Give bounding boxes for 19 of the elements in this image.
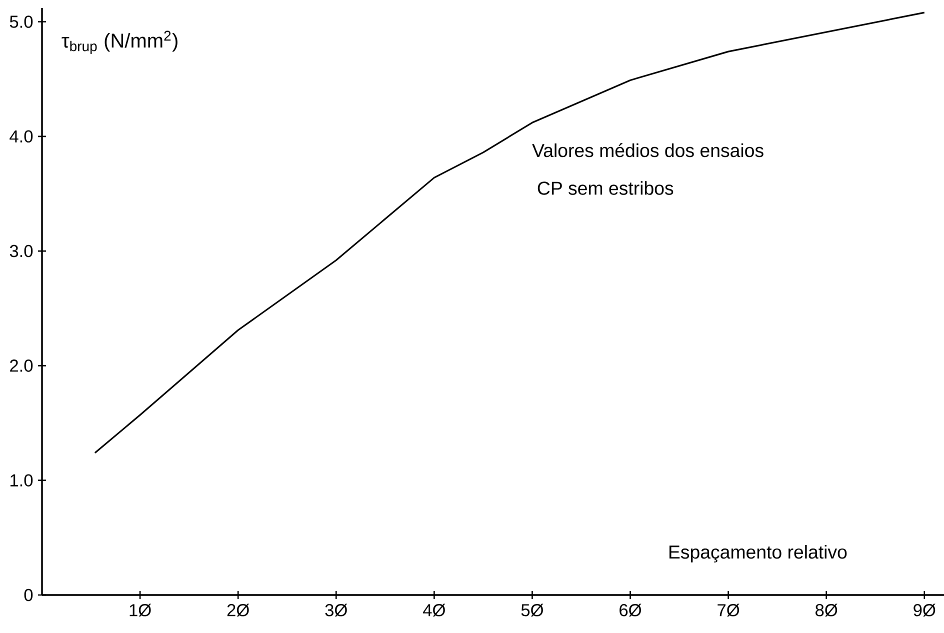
- x-tick-label: 7Ø: [718, 604, 740, 617]
- y-tick-label: 0: [24, 588, 33, 602]
- x-tick-label: 8Ø: [816, 604, 838, 617]
- y-tick-label: 4.0: [10, 130, 33, 143]
- x-tick-label: 9Ø: [914, 604, 936, 617]
- x-tick-label: 1Ø: [130, 604, 152, 617]
- y-axis-title: τ$_{brup}$ (N/mm$^{2}$): [62, 30, 178, 54]
- y-tick-label: 1.0: [10, 474, 33, 486]
- x-tick-label: 4Ø: [423, 604, 446, 617]
- x-tick-label: 6Ø: [620, 604, 642, 617]
- x-axis-title: Espaçamento relativo: [669, 544, 847, 562]
- x-tick-label: 5Ø: [521, 604, 544, 617]
- x-tick-label: 2Ø: [227, 604, 250, 617]
- y-tick-label: 2.0: [10, 360, 33, 372]
- x-tick-label: 3Ø: [325, 604, 348, 617]
- annotation: Valores médios dos ensaios: [532, 143, 764, 158]
- annotation: CP sem estribos: [538, 181, 674, 195]
- y-tick-label: 5.0: [10, 16, 33, 28]
- y-tick-label: 3.0: [10, 244, 33, 258]
